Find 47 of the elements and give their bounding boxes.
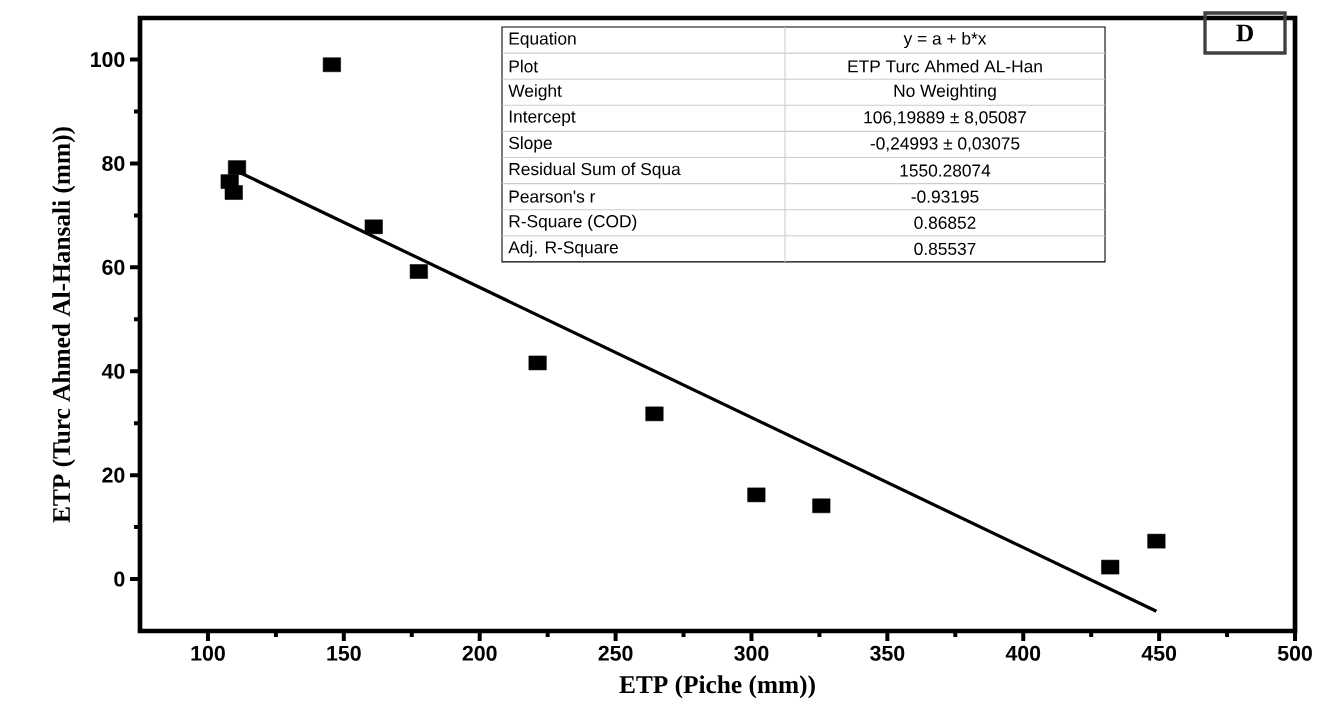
point bbox=[747, 487, 766, 503]
x-tick-label: 100 bbox=[191, 645, 225, 661]
annotation: R-Square (COD) bbox=[509, 214, 637, 231]
annotation: ETP Turc Ahmed AL-Han bbox=[848, 59, 1042, 73]
annotation: Intercept bbox=[509, 110, 576, 127]
annotation: 1550.28074 bbox=[900, 164, 991, 177]
annotation: y = a + b*x bbox=[903, 31, 987, 49]
annotation: Adj. R-Square bbox=[508, 240, 618, 257]
y-tick-label: 40 bbox=[101, 363, 125, 379]
annotation: Residual Sum of Squa bbox=[509, 162, 681, 179]
annotation: Plot bbox=[509, 59, 539, 73]
point bbox=[364, 219, 383, 235]
x-tick-label: 250 bbox=[598, 645, 633, 661]
annotation: No Weighting bbox=[894, 84, 996, 101]
point bbox=[1147, 533, 1166, 549]
x-axis-title: ETP (Piche (mm)) bbox=[619, 675, 815, 699]
y-tick-label: 20 bbox=[102, 467, 125, 483]
x-tick-label: 400 bbox=[1005, 645, 1041, 661]
y-tick-label: 60 bbox=[102, 259, 125, 275]
x-tick-label: 500 bbox=[1277, 645, 1312, 661]
annotation: 0.85537 bbox=[914, 242, 976, 255]
annotation: -0.93195 bbox=[911, 190, 979, 203]
y-tick-label: 0 bbox=[114, 571, 125, 587]
y-tick-label: 80 bbox=[102, 155, 125, 171]
annotation: Pearson's r bbox=[509, 190, 596, 203]
point bbox=[1101, 559, 1120, 575]
point bbox=[409, 264, 428, 279]
x-tick-label: 200 bbox=[462, 645, 497, 661]
annotation: 106,19889 ± 8,05087 bbox=[864, 111, 1026, 126]
y-tick-label: 100 bbox=[91, 52, 125, 68]
annotation: Slope bbox=[509, 136, 552, 153]
annotation: D bbox=[1236, 24, 1253, 42]
y-axis-title: ETP (Turc Ahmed Al-Hansali (mm)) bbox=[52, 127, 76, 523]
point bbox=[645, 406, 664, 422]
annotation: Equation bbox=[509, 31, 576, 49]
annotation: 0.86852 bbox=[914, 216, 976, 229]
annotation: Weight bbox=[508, 84, 562, 101]
x-tick-label: 150 bbox=[327, 645, 361, 661]
point bbox=[224, 185, 243, 200]
annotation: -0,24993 ± 0,03075 bbox=[870, 137, 1020, 152]
x-tick-label: 350 bbox=[870, 645, 905, 661]
point bbox=[228, 160, 247, 175]
point bbox=[322, 57, 341, 73]
point bbox=[812, 498, 831, 514]
x-tick-label: 450 bbox=[1141, 645, 1177, 661]
x-tick-label: 300 bbox=[734, 645, 769, 661]
point bbox=[528, 355, 547, 371]
